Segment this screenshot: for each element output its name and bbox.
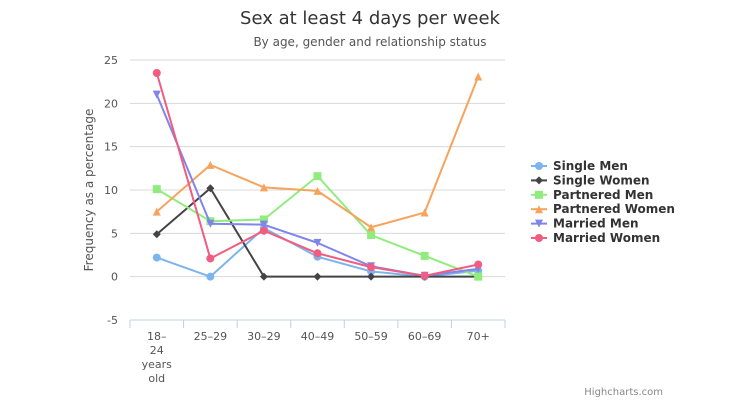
- data-point-married-women[interactable]: [420, 271, 429, 280]
- data-point-married-men[interactable]: [152, 90, 161, 99]
- chart-title: Sex at least 4 days per week: [240, 8, 501, 29]
- data-point-married-women[interactable]: [259, 226, 268, 235]
- y-tick-label: 5: [111, 227, 118, 240]
- x-tick-label: 50–59: [354, 330, 388, 343]
- data-point-partnered-women[interactable]: [206, 160, 215, 169]
- legend-symbol: [535, 162, 543, 170]
- y-tick-label: 25: [104, 54, 118, 67]
- legend-symbol: [535, 190, 543, 199]
- x-tick-label: 18– 24 years old: [142, 330, 173, 385]
- data-point-single-women[interactable]: [206, 184, 215, 193]
- data-point-partnered-men[interactable]: [367, 231, 376, 240]
- legend-item-single-women[interactable]: Single Women: [531, 173, 650, 187]
- x-axis: 18– 24 years old 25–29 30–29 40–49 50–59 60–69 70…: [129, 319, 506, 385]
- data-point-married-men[interactable]: [313, 238, 322, 247]
- data-point-married-men[interactable]: [259, 220, 268, 229]
- y-tick-label: 20: [104, 97, 118, 110]
- y-axis-label: Frequency as a percentage: [82, 109, 96, 272]
- legend-label: Single Women: [553, 173, 650, 187]
- data-point-partnered-women[interactable]: [152, 207, 161, 216]
- series-partnered-women[interactable]: [152, 72, 483, 232]
- data-point-partnered-men[interactable]: [474, 272, 483, 281]
- data-point-married-men[interactable]: [206, 219, 215, 228]
- data-point-partnered-men[interactable]: [259, 215, 268, 224]
- x-tick-label: 25–29: [194, 330, 228, 343]
- data-point-married-women[interactable]: [367, 263, 376, 272]
- legend-symbol: [535, 176, 543, 185]
- y-tick-label: 0: [111, 271, 118, 284]
- x-tick-label: 70+: [467, 330, 490, 343]
- data-point-partnered-women[interactable]: [474, 72, 483, 81]
- data-point-partnered-women[interactable]: [313, 186, 322, 195]
- x-tick-label: 60–69: [408, 330, 442, 343]
- legend-label: Partnered Men: [553, 188, 653, 202]
- data-point-single-men[interactable]: [206, 272, 215, 281]
- data-point-married-women[interactable]: [206, 254, 215, 263]
- legend-item-partnered-women[interactable]: Partnered Women: [531, 202, 675, 216]
- legend-symbol: [535, 205, 543, 214]
- y-tick-label: -5: [107, 314, 118, 327]
- legend-symbol: [535, 219, 543, 228]
- legend-item-partnered-men[interactable]: Partnered Men: [531, 188, 653, 202]
- x-tick-label: 40–49: [301, 330, 335, 343]
- y-tick-label: 15: [104, 141, 118, 154]
- series-group: [152, 69, 483, 281]
- data-point-married-women[interactable]: [152, 69, 161, 77]
- data-point-single-women[interactable]: [367, 272, 376, 281]
- legend-label: Married Men: [553, 217, 639, 231]
- chart-subtitle: By age, gender and relationship status: [253, 35, 486, 49]
- legend-label: Partnered Women: [553, 202, 675, 216]
- data-point-partnered-women[interactable]: [367, 223, 376, 232]
- legend-symbol: [535, 234, 543, 242]
- data-point-single-men[interactable]: [152, 253, 161, 262]
- data-point-single-women[interactable]: [313, 272, 322, 281]
- data-point-partnered-women[interactable]: [259, 183, 268, 192]
- series-line-partnered-women[interactable]: [156, 76, 480, 229]
- data-point-married-women[interactable]: [313, 249, 322, 258]
- data-point-married-women[interactable]: [474, 260, 483, 269]
- legend-item-married-men[interactable]: Married Men: [531, 217, 639, 231]
- data-point-partnered-women[interactable]: [420, 208, 429, 217]
- series-line-married-men[interactable]: [155, 94, 479, 277]
- data-point-partnered-men[interactable]: [313, 172, 322, 181]
- data-point-partnered-men[interactable]: [420, 251, 429, 260]
- chart-credit[interactable]: Highcharts.com: [584, 387, 663, 398]
- x-tick-label: 30–29: [247, 330, 281, 343]
- legend-item-single-men[interactable]: Single Men: [531, 159, 628, 173]
- data-point-partnered-men[interactable]: [152, 185, 161, 194]
- series-married-women[interactable]: [152, 69, 483, 280]
- legend-label: Married Women: [553, 231, 660, 245]
- y-tick-label: 10: [104, 184, 118, 197]
- legend-label: Single Men: [553, 159, 628, 173]
- legend-item-married-women[interactable]: Married Women: [531, 231, 660, 245]
- data-point-single-women[interactable]: [259, 272, 268, 281]
- data-point-single-women[interactable]: [152, 230, 161, 239]
